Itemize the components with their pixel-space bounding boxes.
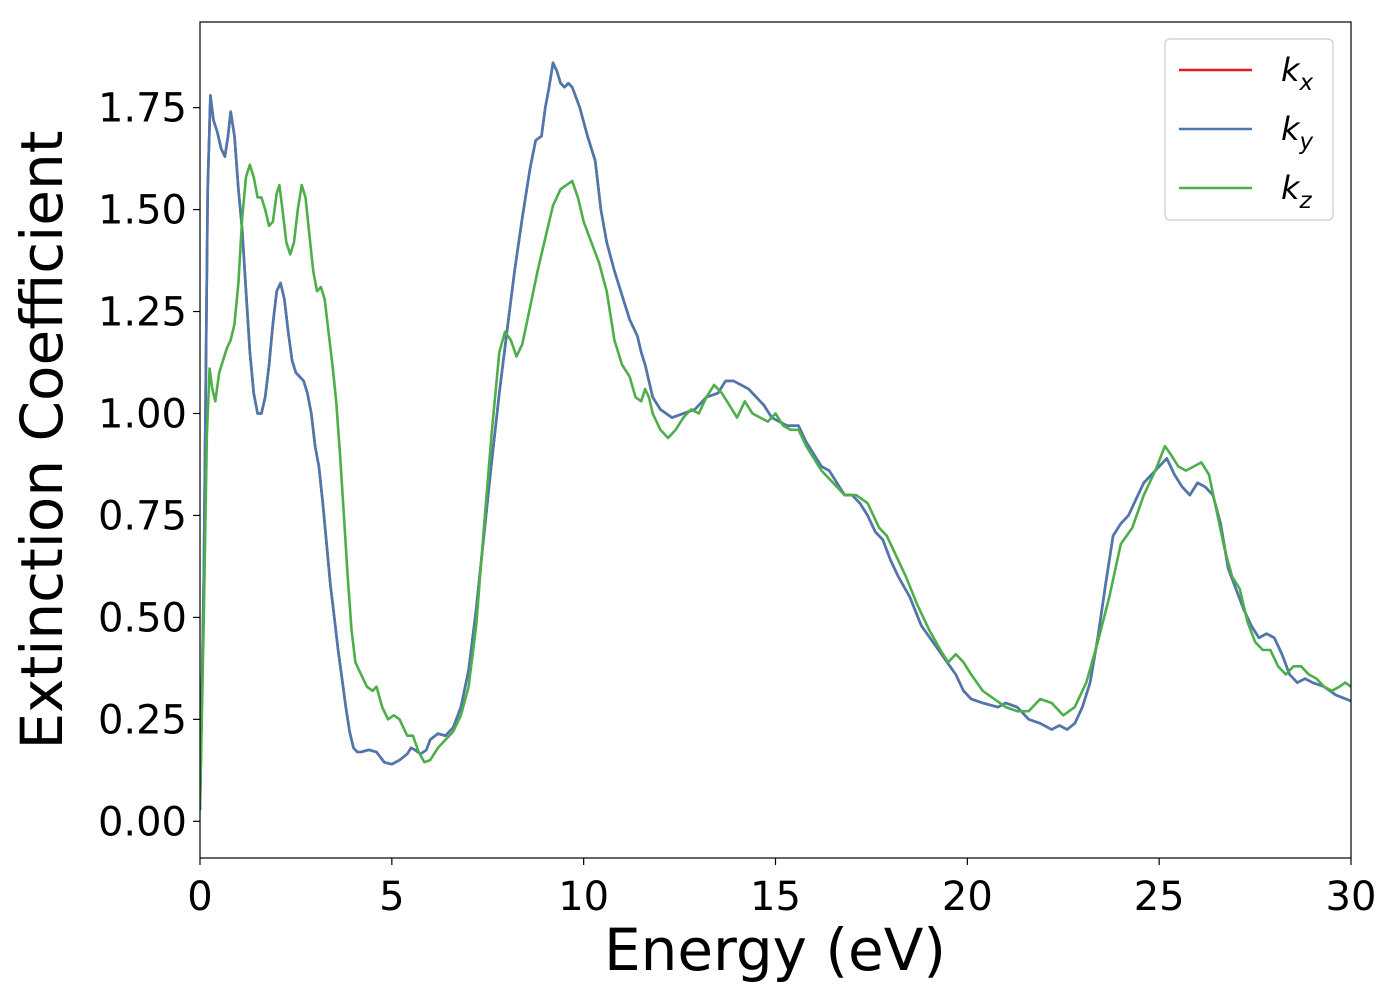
legend-label-ky: ky bbox=[1281, 110, 1314, 155]
legend-label-kz: kz bbox=[1281, 169, 1313, 214]
legend-label-subscript: x bbox=[1299, 70, 1314, 96]
series-layer bbox=[200, 61, 1351, 811]
series-line-ky bbox=[200, 61, 1351, 811]
legend-label-name: k bbox=[1281, 169, 1301, 207]
legend-label-name: k bbox=[1281, 110, 1301, 148]
legend-label-kx: kx bbox=[1281, 51, 1314, 96]
x-tick-label: 25 bbox=[1134, 874, 1185, 920]
x-tick-label: 5 bbox=[379, 874, 404, 920]
y-tick-label: 1.75 bbox=[98, 86, 187, 132]
legend-label-subscript: z bbox=[1299, 188, 1313, 214]
x-axis-label: Energy (eV) bbox=[604, 916, 946, 984]
y-tick-label: 0.75 bbox=[98, 493, 187, 539]
x-tick-label: 20 bbox=[942, 874, 993, 920]
y-tick-label: 0.25 bbox=[98, 697, 187, 743]
x-tick-label: 0 bbox=[187, 874, 212, 920]
x-axis-ticks: 0 5 10 15 20 25 30 bbox=[187, 858, 1376, 920]
legend-label-name: k bbox=[1281, 51, 1301, 89]
x-tick-label: 10 bbox=[558, 874, 609, 920]
x-tick-label: 15 bbox=[750, 874, 801, 920]
legend-label-subscript: y bbox=[1299, 129, 1314, 155]
y-axis-label: Extinction Coefficient bbox=[8, 131, 76, 750]
y-tick-label: 1.50 bbox=[98, 188, 187, 234]
y-axis-ticks: 0.00 0.25 0.50 0.75 1.00 1.25 1.50 1.75 bbox=[98, 86, 200, 845]
y-tick-label: 1.00 bbox=[98, 391, 187, 437]
y-tick-label: 0.00 bbox=[98, 799, 187, 845]
y-tick-label: 0.50 bbox=[98, 595, 187, 641]
y-tick-label: 1.25 bbox=[98, 290, 187, 336]
series-line-kz bbox=[200, 163, 1351, 811]
x-tick-label: 30 bbox=[1326, 874, 1377, 920]
